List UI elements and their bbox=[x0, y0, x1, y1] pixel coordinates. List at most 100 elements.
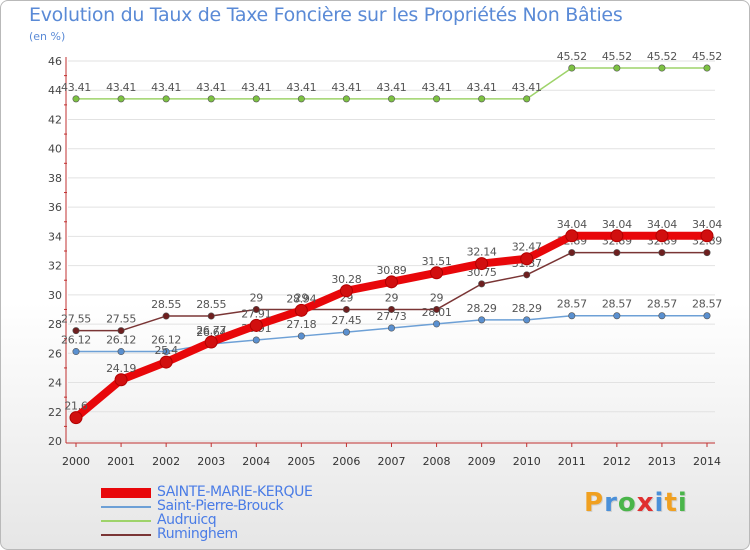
data-label: 43.41 bbox=[467, 81, 497, 94]
data-point bbox=[207, 312, 215, 320]
legend-swatch bbox=[101, 534, 151, 536]
data-label: 25.4 bbox=[154, 344, 178, 357]
data-point bbox=[342, 328, 350, 336]
data-label: 28.57 bbox=[557, 298, 587, 311]
x-tick-label: 2001 bbox=[107, 455, 135, 468]
data-point bbox=[430, 266, 444, 280]
data-label: 43.41 bbox=[422, 81, 452, 94]
data-point bbox=[117, 327, 125, 335]
x-tick-label: 2003 bbox=[197, 455, 225, 468]
data-point bbox=[478, 316, 486, 324]
data-point bbox=[342, 305, 350, 313]
data-point bbox=[294, 303, 308, 317]
data-label: 26.12 bbox=[106, 334, 136, 347]
data-label: 28.57 bbox=[692, 298, 722, 311]
data-point bbox=[249, 318, 263, 332]
x-tick-label: 2007 bbox=[378, 455, 406, 468]
data-label: 30.28 bbox=[331, 273, 361, 286]
data-point bbox=[207, 95, 215, 103]
y-tick-label: 46 bbox=[48, 55, 62, 68]
y-tick-label: 20 bbox=[48, 435, 62, 448]
data-label: 34.04 bbox=[602, 218, 632, 231]
data-point bbox=[342, 95, 350, 103]
y-tick-label: 34 bbox=[48, 230, 62, 243]
data-label: 28.57 bbox=[647, 298, 677, 311]
data-point bbox=[610, 229, 624, 243]
data-point bbox=[387, 305, 395, 313]
data-point bbox=[478, 95, 486, 103]
data-point bbox=[252, 336, 260, 344]
data-label: 29 bbox=[250, 291, 264, 304]
brand-letter: t bbox=[664, 488, 678, 518]
legend-item: SAINTE-MARIE-KERQUE bbox=[101, 484, 361, 500]
data-point bbox=[72, 348, 80, 356]
data-label: 27.55 bbox=[61, 313, 91, 326]
y-tick-label: 44 bbox=[48, 84, 62, 97]
data-label: 26.77 bbox=[196, 324, 226, 337]
data-label: 28.57 bbox=[602, 298, 632, 311]
data-point bbox=[252, 305, 260, 313]
legend-item: Saint-Pierre-Brouck bbox=[101, 498, 361, 514]
x-tick-label: 2002 bbox=[152, 455, 180, 468]
data-point bbox=[475, 257, 489, 271]
legend-swatch bbox=[101, 506, 151, 508]
data-point bbox=[658, 312, 666, 320]
brand-logo: Proxiti bbox=[584, 488, 688, 518]
data-point bbox=[162, 95, 170, 103]
x-tick-label: 2004 bbox=[242, 455, 270, 468]
data-label: 24.19 bbox=[106, 362, 136, 375]
brand-letter: i bbox=[654, 488, 665, 518]
y-tick-label: 38 bbox=[48, 172, 62, 185]
data-point bbox=[339, 284, 353, 298]
data-label: 45.52 bbox=[692, 50, 722, 63]
data-point bbox=[523, 316, 531, 324]
data-point bbox=[700, 229, 714, 243]
data-point bbox=[117, 95, 125, 103]
brand-letter: i bbox=[677, 488, 688, 518]
chart-legend: SAINTE-MARIE-KERQUE Saint-Pierre-Brouck Au… bbox=[101, 484, 361, 542]
data-label: 43.41 bbox=[106, 81, 136, 94]
data-point bbox=[658, 249, 666, 257]
x-tick-label: 2012 bbox=[603, 455, 631, 468]
y-tick-label: 40 bbox=[48, 143, 62, 156]
data-point bbox=[117, 348, 125, 356]
data-label: 28.55 bbox=[151, 298, 181, 311]
y-tick-label: 24 bbox=[48, 377, 62, 390]
x-tick-label: 2011 bbox=[558, 455, 586, 468]
y-tick-label: 30 bbox=[48, 289, 62, 302]
data-point bbox=[703, 249, 711, 257]
brand-letter: o bbox=[617, 488, 637, 518]
data-label: 29 bbox=[430, 291, 444, 304]
data-point bbox=[478, 280, 486, 288]
data-point bbox=[162, 312, 170, 320]
chart-unit-label: (en %) bbox=[29, 30, 66, 43]
data-point bbox=[613, 312, 621, 320]
data-label: 32.47 bbox=[512, 241, 542, 254]
data-point bbox=[72, 327, 80, 335]
legend-swatch bbox=[101, 520, 151, 522]
data-label: 45.52 bbox=[647, 50, 677, 63]
data-point bbox=[433, 95, 441, 103]
data-label: 27.55 bbox=[106, 313, 136, 326]
data-label: 34.04 bbox=[647, 218, 677, 231]
data-label: 26.12 bbox=[151, 334, 181, 347]
data-label: 43.41 bbox=[196, 81, 226, 94]
data-point bbox=[297, 95, 305, 103]
data-label: 27.45 bbox=[331, 314, 361, 327]
data-label: 27.73 bbox=[377, 310, 407, 323]
legend-item: Ruminghem bbox=[101, 526, 361, 542]
data-label: 43.41 bbox=[512, 81, 542, 94]
y-tick-label: 32 bbox=[48, 260, 62, 273]
data-label: 29 bbox=[295, 291, 309, 304]
data-point bbox=[433, 320, 441, 328]
legend-label: Saint-Pierre-Brouck bbox=[157, 498, 284, 514]
x-tick-label: 2000 bbox=[62, 455, 90, 468]
data-label: 43.41 bbox=[286, 81, 316, 94]
data-label: 31.51 bbox=[422, 255, 452, 268]
y-tick-label: 36 bbox=[48, 201, 62, 214]
data-point bbox=[568, 64, 576, 72]
brand-letter: P bbox=[584, 488, 605, 518]
chart-title: Evolution du Taux de Taxe Foncière sur l… bbox=[29, 4, 623, 26]
